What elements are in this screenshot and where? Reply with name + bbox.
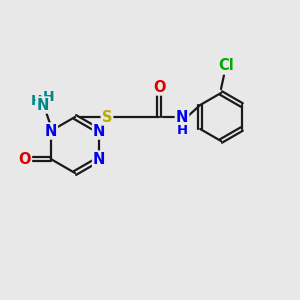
Text: N: N [93, 152, 105, 166]
Text: O: O [153, 80, 165, 94]
Text: Cl: Cl [218, 58, 234, 74]
Text: N: N [45, 124, 57, 139]
Text: N: N [176, 110, 188, 124]
Text: N: N [93, 124, 105, 139]
Text: N: N [37, 98, 49, 112]
Text: H: H [31, 94, 43, 108]
Text: H: H [176, 124, 188, 136]
Text: S: S [102, 110, 112, 124]
Text: O: O [19, 152, 31, 166]
Text: H: H [43, 90, 55, 104]
